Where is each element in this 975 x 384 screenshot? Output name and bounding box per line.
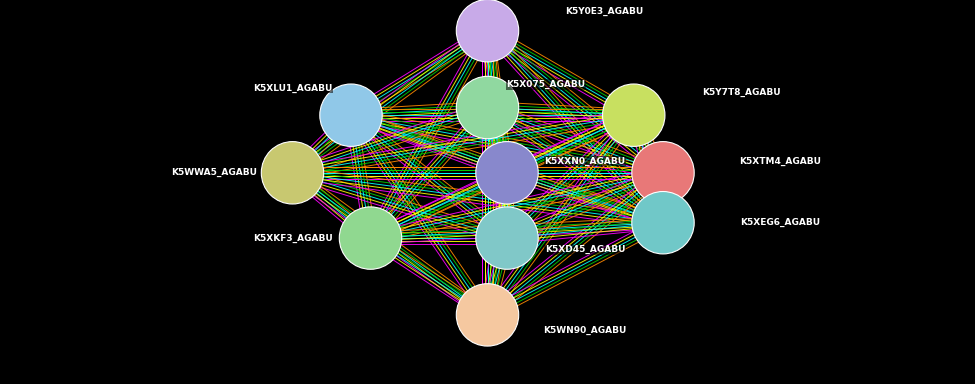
- Ellipse shape: [632, 192, 694, 254]
- Ellipse shape: [632, 142, 694, 204]
- Text: K5Y7T8_AGABU: K5Y7T8_AGABU: [702, 88, 780, 97]
- Text: K5XXN0_AGABU: K5XXN0_AGABU: [544, 157, 626, 166]
- Text: K5XD45_AGABU: K5XD45_AGABU: [545, 245, 625, 254]
- Text: K5WN90_AGABU: K5WN90_AGABU: [543, 326, 627, 335]
- Ellipse shape: [456, 284, 519, 346]
- Ellipse shape: [261, 142, 324, 204]
- Ellipse shape: [320, 84, 382, 146]
- Text: K5WWA5_AGABU: K5WWA5_AGABU: [172, 168, 257, 177]
- Ellipse shape: [603, 84, 665, 146]
- Ellipse shape: [476, 207, 538, 269]
- Text: K5XKF3_AGABU: K5XKF3_AGABU: [253, 233, 332, 243]
- Text: K5XLU1_AGABU: K5XLU1_AGABU: [253, 84, 332, 93]
- Ellipse shape: [476, 142, 538, 204]
- Text: K5XEG6_AGABU: K5XEG6_AGABU: [740, 218, 820, 227]
- Ellipse shape: [456, 76, 519, 139]
- Text: K5Y0E3_AGABU: K5Y0E3_AGABU: [566, 7, 644, 16]
- Ellipse shape: [456, 0, 519, 62]
- Text: K5X075_AGABU: K5X075_AGABU: [506, 80, 586, 89]
- Text: K5XTM4_AGABU: K5XTM4_AGABU: [739, 157, 821, 166]
- Ellipse shape: [339, 207, 402, 269]
